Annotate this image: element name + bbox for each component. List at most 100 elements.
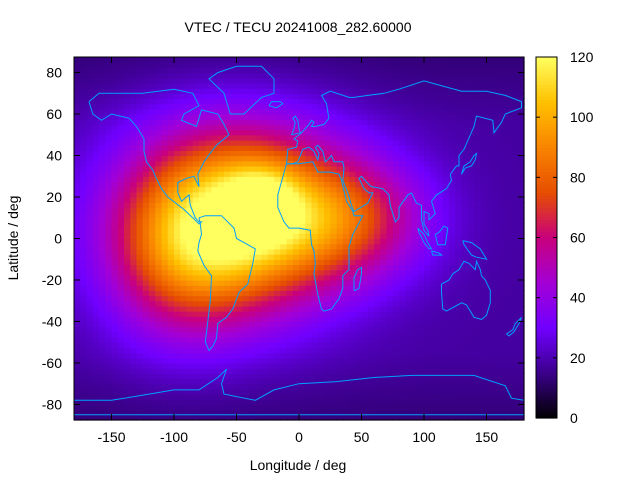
heatmap-cell (136, 316, 144, 323)
heatmap-cell (205, 134, 213, 141)
heatmap-cell (161, 228, 169, 234)
heatmap-cell (467, 337, 475, 343)
heatmap-cell (149, 279, 156, 286)
heatmap-cell (411, 134, 419, 141)
heatmap-cell (405, 311, 413, 317)
heatmap-cell (467, 290, 475, 297)
heatmap-cell (411, 212, 419, 219)
heatmap-cell (130, 243, 138, 250)
heatmap-cell (255, 279, 263, 286)
heatmap-cell (480, 207, 488, 214)
heatmap-cell (399, 347, 406, 354)
heatmap-cell (230, 321, 238, 328)
heatmap-cell (142, 254, 150, 260)
heatmap-cell (217, 114, 225, 120)
heatmap-cell (261, 373, 269, 380)
heatmap-cell (236, 134, 244, 141)
heatmap-cell (211, 119, 219, 126)
heatmap-cell (455, 202, 463, 208)
heatmap-cell (149, 228, 156, 234)
heatmap-cell (461, 316, 469, 323)
heatmap-cell (86, 176, 94, 183)
heatmap-cell (492, 165, 500, 172)
heatmap-cell (367, 181, 375, 188)
heatmap-cell (492, 124, 500, 131)
heatmap-cell (305, 207, 313, 214)
heatmap-cell (417, 150, 425, 157)
heatmap-cell (186, 181, 194, 188)
heatmap-cell (286, 145, 294, 151)
heatmap-cell (274, 388, 281, 395)
heatmap-cell (111, 285, 119, 291)
heatmap-cell (267, 295, 275, 302)
heatmap-cell (486, 88, 494, 94)
heatmap-cell (117, 103, 125, 110)
heatmap-cell (130, 378, 138, 385)
heatmap-cell (317, 181, 325, 188)
heatmap-cell (374, 362, 381, 369)
heatmap-cell (242, 337, 250, 343)
heatmap-cell (486, 114, 494, 120)
heatmap-cell (80, 62, 88, 68)
heatmap-cell (305, 88, 313, 94)
heatmap-cell (492, 160, 500, 167)
heatmap-cell (380, 352, 388, 359)
heatmap-cell (517, 404, 525, 411)
heatmap-cell (442, 264, 450, 271)
heatmap-cell (442, 124, 450, 131)
heatmap-cell (317, 129, 325, 136)
heatmap-cell (486, 305, 494, 312)
heatmap-cell (374, 72, 381, 79)
heatmap-cell (280, 129, 288, 136)
heatmap-cell (280, 202, 288, 208)
heatmap-cell (224, 98, 231, 105)
heatmap-cell (267, 378, 275, 385)
heatmap-cell (117, 165, 125, 172)
heatmap-cell (349, 259, 356, 266)
heatmap-cell (474, 124, 481, 131)
heatmap-cell (161, 331, 169, 338)
heatmap-cell (336, 274, 344, 281)
heatmap-cell (74, 77, 81, 84)
heatmap-cell (430, 352, 438, 359)
heatmap-cell (511, 331, 519, 338)
heatmap-cell (192, 114, 200, 120)
heatmap-cell (199, 160, 206, 167)
heatmap-cell (280, 388, 288, 395)
heatmap-cell (499, 202, 506, 208)
heatmap-cell (242, 150, 250, 157)
heatmap-cell (99, 165, 106, 172)
heatmap-cell (442, 373, 450, 380)
heatmap-cell (230, 347, 238, 354)
heatmap-cell (217, 409, 225, 416)
heatmap-cell (286, 383, 294, 390)
heatmap-cell (374, 264, 381, 271)
heatmap-cell (442, 347, 450, 354)
heatmap-cell (199, 373, 206, 380)
heatmap-cell (374, 347, 381, 354)
heatmap-cell (405, 399, 413, 406)
heatmap-cell (99, 67, 106, 74)
heatmap-cell (517, 176, 525, 183)
heatmap-cell (511, 300, 519, 307)
heatmap-cell (380, 321, 388, 328)
heatmap-cell (236, 129, 244, 136)
heatmap-cell (136, 378, 144, 385)
heatmap-cell (86, 217, 94, 224)
heatmap-cell (99, 181, 106, 188)
heatmap-cell (111, 119, 119, 126)
heatmap-cell (442, 145, 450, 151)
heatmap-cell (424, 394, 431, 400)
heatmap-cell (274, 139, 281, 146)
heatmap-cell (330, 72, 338, 79)
heatmap-cell (499, 114, 506, 120)
heatmap-cell (192, 124, 200, 131)
heatmap-cell (86, 108, 94, 115)
heatmap-cell (405, 316, 413, 323)
heatmap-cell (386, 347, 394, 354)
heatmap-cell (367, 373, 375, 380)
heatmap-cell (442, 202, 450, 208)
heatmap-cell (205, 279, 213, 286)
heatmap-cell (74, 290, 81, 297)
heatmap-cell (492, 150, 500, 157)
